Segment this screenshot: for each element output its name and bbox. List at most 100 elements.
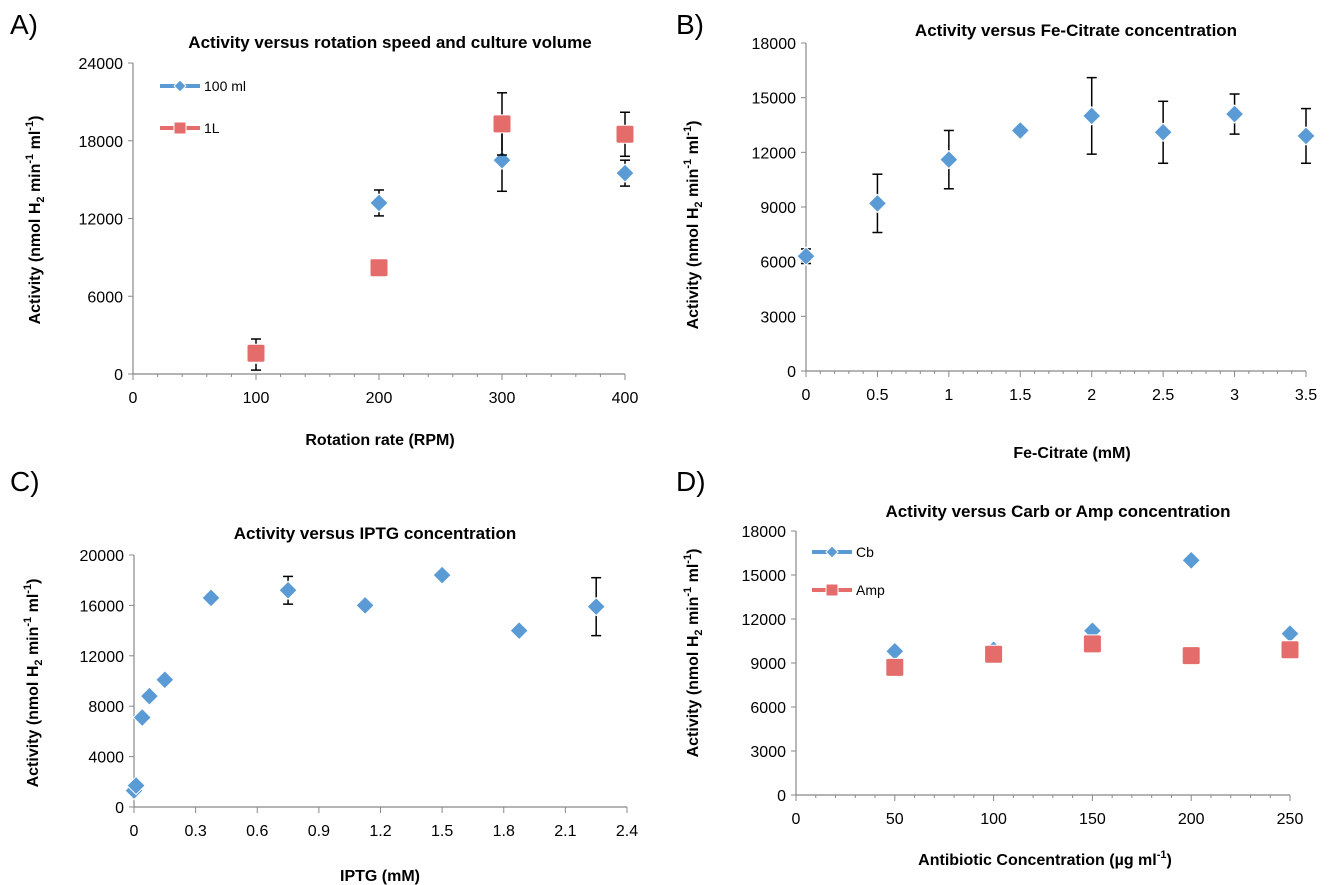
y-tick-label: 18000 xyxy=(742,524,787,541)
legend-label: Cb xyxy=(856,544,874,560)
y-tick-label: 9000 xyxy=(760,200,796,217)
chart-panel-b: B) Activity versus Fe-Citrate concentrat… xyxy=(666,0,1331,462)
panel-letter: A) xyxy=(10,9,38,40)
x-axis-title: Antibiotic Concentration (µg ml-1) xyxy=(918,849,1172,869)
data-point xyxy=(369,193,389,213)
data-point xyxy=(867,193,888,214)
data-point xyxy=(939,149,959,170)
y-tick-label: 24000 xyxy=(79,56,124,73)
y-tick-label: 0 xyxy=(787,364,796,381)
x-tick-label: 2 xyxy=(1087,387,1096,404)
data-point xyxy=(369,258,389,278)
x-tick-label: 400 xyxy=(612,390,639,407)
x-tick-label: 0.5 xyxy=(866,387,888,404)
chart-panel-c: C) Activity versus IPTG concentration 0 4… xyxy=(0,443,665,885)
data-point xyxy=(278,580,298,600)
x-tick-label: 1.8 xyxy=(493,823,515,840)
data-point xyxy=(201,588,221,608)
data-point xyxy=(1280,640,1300,660)
data-point xyxy=(796,246,816,266)
data-point xyxy=(1153,122,1173,142)
y-tick-label: 18000 xyxy=(752,36,797,53)
data-point xyxy=(132,707,152,728)
data-point xyxy=(509,620,529,641)
legend-marker xyxy=(173,79,187,93)
y-tick-label: 12000 xyxy=(742,612,787,629)
x-tick-label: 1.2 xyxy=(369,823,391,840)
x-tick-label: 300 xyxy=(489,390,516,407)
y-tick-label: 9000 xyxy=(750,656,786,673)
data-point xyxy=(1224,104,1245,124)
data-point xyxy=(139,686,160,706)
plot-area: 0 4000 8000 12000 16000 20000 0 0.3 0.6 0.9 1.2 1.5… xyxy=(80,548,639,840)
plot-area: 0 3000 6000 9000 12000 15000 18000 0 50 100 150 200… xyxy=(742,524,1304,828)
data-point xyxy=(885,657,905,677)
x-tick-label: 250 xyxy=(1277,811,1304,828)
data-point xyxy=(885,641,905,661)
data-point xyxy=(615,163,635,183)
legend-marker xyxy=(825,545,839,559)
x-tick-label: 200 xyxy=(1178,811,1205,828)
data-point xyxy=(615,124,635,144)
legend-label: 100 ml xyxy=(204,78,246,94)
data-point xyxy=(1181,550,1201,571)
x-tick-label: 50 xyxy=(886,811,904,828)
data-point xyxy=(355,595,375,616)
x-tick-label: 0 xyxy=(130,823,139,840)
y-tick-label: 0 xyxy=(114,367,123,384)
x-tick-label: 2.1 xyxy=(554,823,576,840)
y-axis-title: Activity (nmol H2 min-1 ml-1) xyxy=(24,116,47,325)
y-tick-label: 15000 xyxy=(742,568,787,585)
y-tick-label: 12000 xyxy=(80,649,125,666)
x-tick-label: 0.9 xyxy=(308,823,330,840)
x-tick-label: 0 xyxy=(802,387,811,404)
legend-marker xyxy=(825,583,839,597)
y-tick-label: 0 xyxy=(777,788,786,805)
x-tick-label: 2.5 xyxy=(1152,387,1174,404)
chart-panel-d: D) Activity versus Carb or Amp concentra… xyxy=(666,443,1331,885)
chart-title: Activity versus rotation speed and cultu… xyxy=(188,33,591,52)
data-point xyxy=(246,343,266,363)
data-point xyxy=(1181,646,1201,666)
legend-marker xyxy=(173,121,187,135)
x-tick-label: 2.4 xyxy=(616,823,638,840)
x-tick-label: 3.5 xyxy=(1295,387,1317,404)
data-point xyxy=(492,114,512,134)
data-point xyxy=(586,596,606,617)
x-tick-label: 0 xyxy=(129,390,138,407)
y-tick-label: 12000 xyxy=(752,145,797,162)
chart-panel-a: A) Activity versus rotation speed and cu… xyxy=(0,0,665,449)
y-axis-title: Activity (nmol H2 min-1 ml-1) xyxy=(682,121,705,330)
y-tick-label: 3000 xyxy=(750,744,786,761)
data-point xyxy=(126,775,146,796)
plot-area: 0 6000 12000 18000 24000 0 100 200 300 400 100 ml 1… xyxy=(79,56,639,407)
chart-c-svg: C) Activity versus IPTG concentration 0 4… xyxy=(10,466,639,885)
data-point xyxy=(155,670,175,690)
panel-letter: B) xyxy=(676,9,704,40)
y-tick-label: 6000 xyxy=(760,255,796,272)
x-tick-label: 100 xyxy=(243,390,270,407)
data-point xyxy=(432,565,452,585)
x-tick-label: 0 xyxy=(792,811,801,828)
y-tick-label: 4000 xyxy=(88,750,124,767)
x-tick-label: 1 xyxy=(944,387,953,404)
chart-title: Activity versus Fe-Citrate concentration xyxy=(915,21,1237,40)
plot-area: 0 3000 6000 9000 12000 15000 18000 0 0.5 1 1.5 2 2.5… xyxy=(752,36,1318,404)
y-tick-label: 12000 xyxy=(79,212,124,229)
data-point xyxy=(1296,126,1316,146)
data-point xyxy=(984,644,1004,664)
y-tick-label: 16000 xyxy=(80,598,125,615)
y-tick-label: 20000 xyxy=(80,548,125,565)
x-tick-label: 150 xyxy=(1079,811,1106,828)
y-tick-label: 3000 xyxy=(760,309,796,326)
y-axis-title: Activity (nmol H2 min-1 ml-1) xyxy=(682,549,705,758)
legend-label: 1L xyxy=(204,120,220,136)
x-axis-title: IPTG (mM) xyxy=(340,868,420,885)
chart-a-svg: A) Activity versus rotation speed and cu… xyxy=(10,9,639,449)
y-tick-label: 6000 xyxy=(750,700,786,717)
y-tick-label: 8000 xyxy=(88,699,124,716)
y-axis-title: Activity (nmol H2 min-1 ml-1) xyxy=(22,579,45,788)
data-point xyxy=(1010,120,1030,141)
data-point xyxy=(1280,623,1300,644)
chart-title: Activity versus IPTG concentration xyxy=(234,524,516,543)
